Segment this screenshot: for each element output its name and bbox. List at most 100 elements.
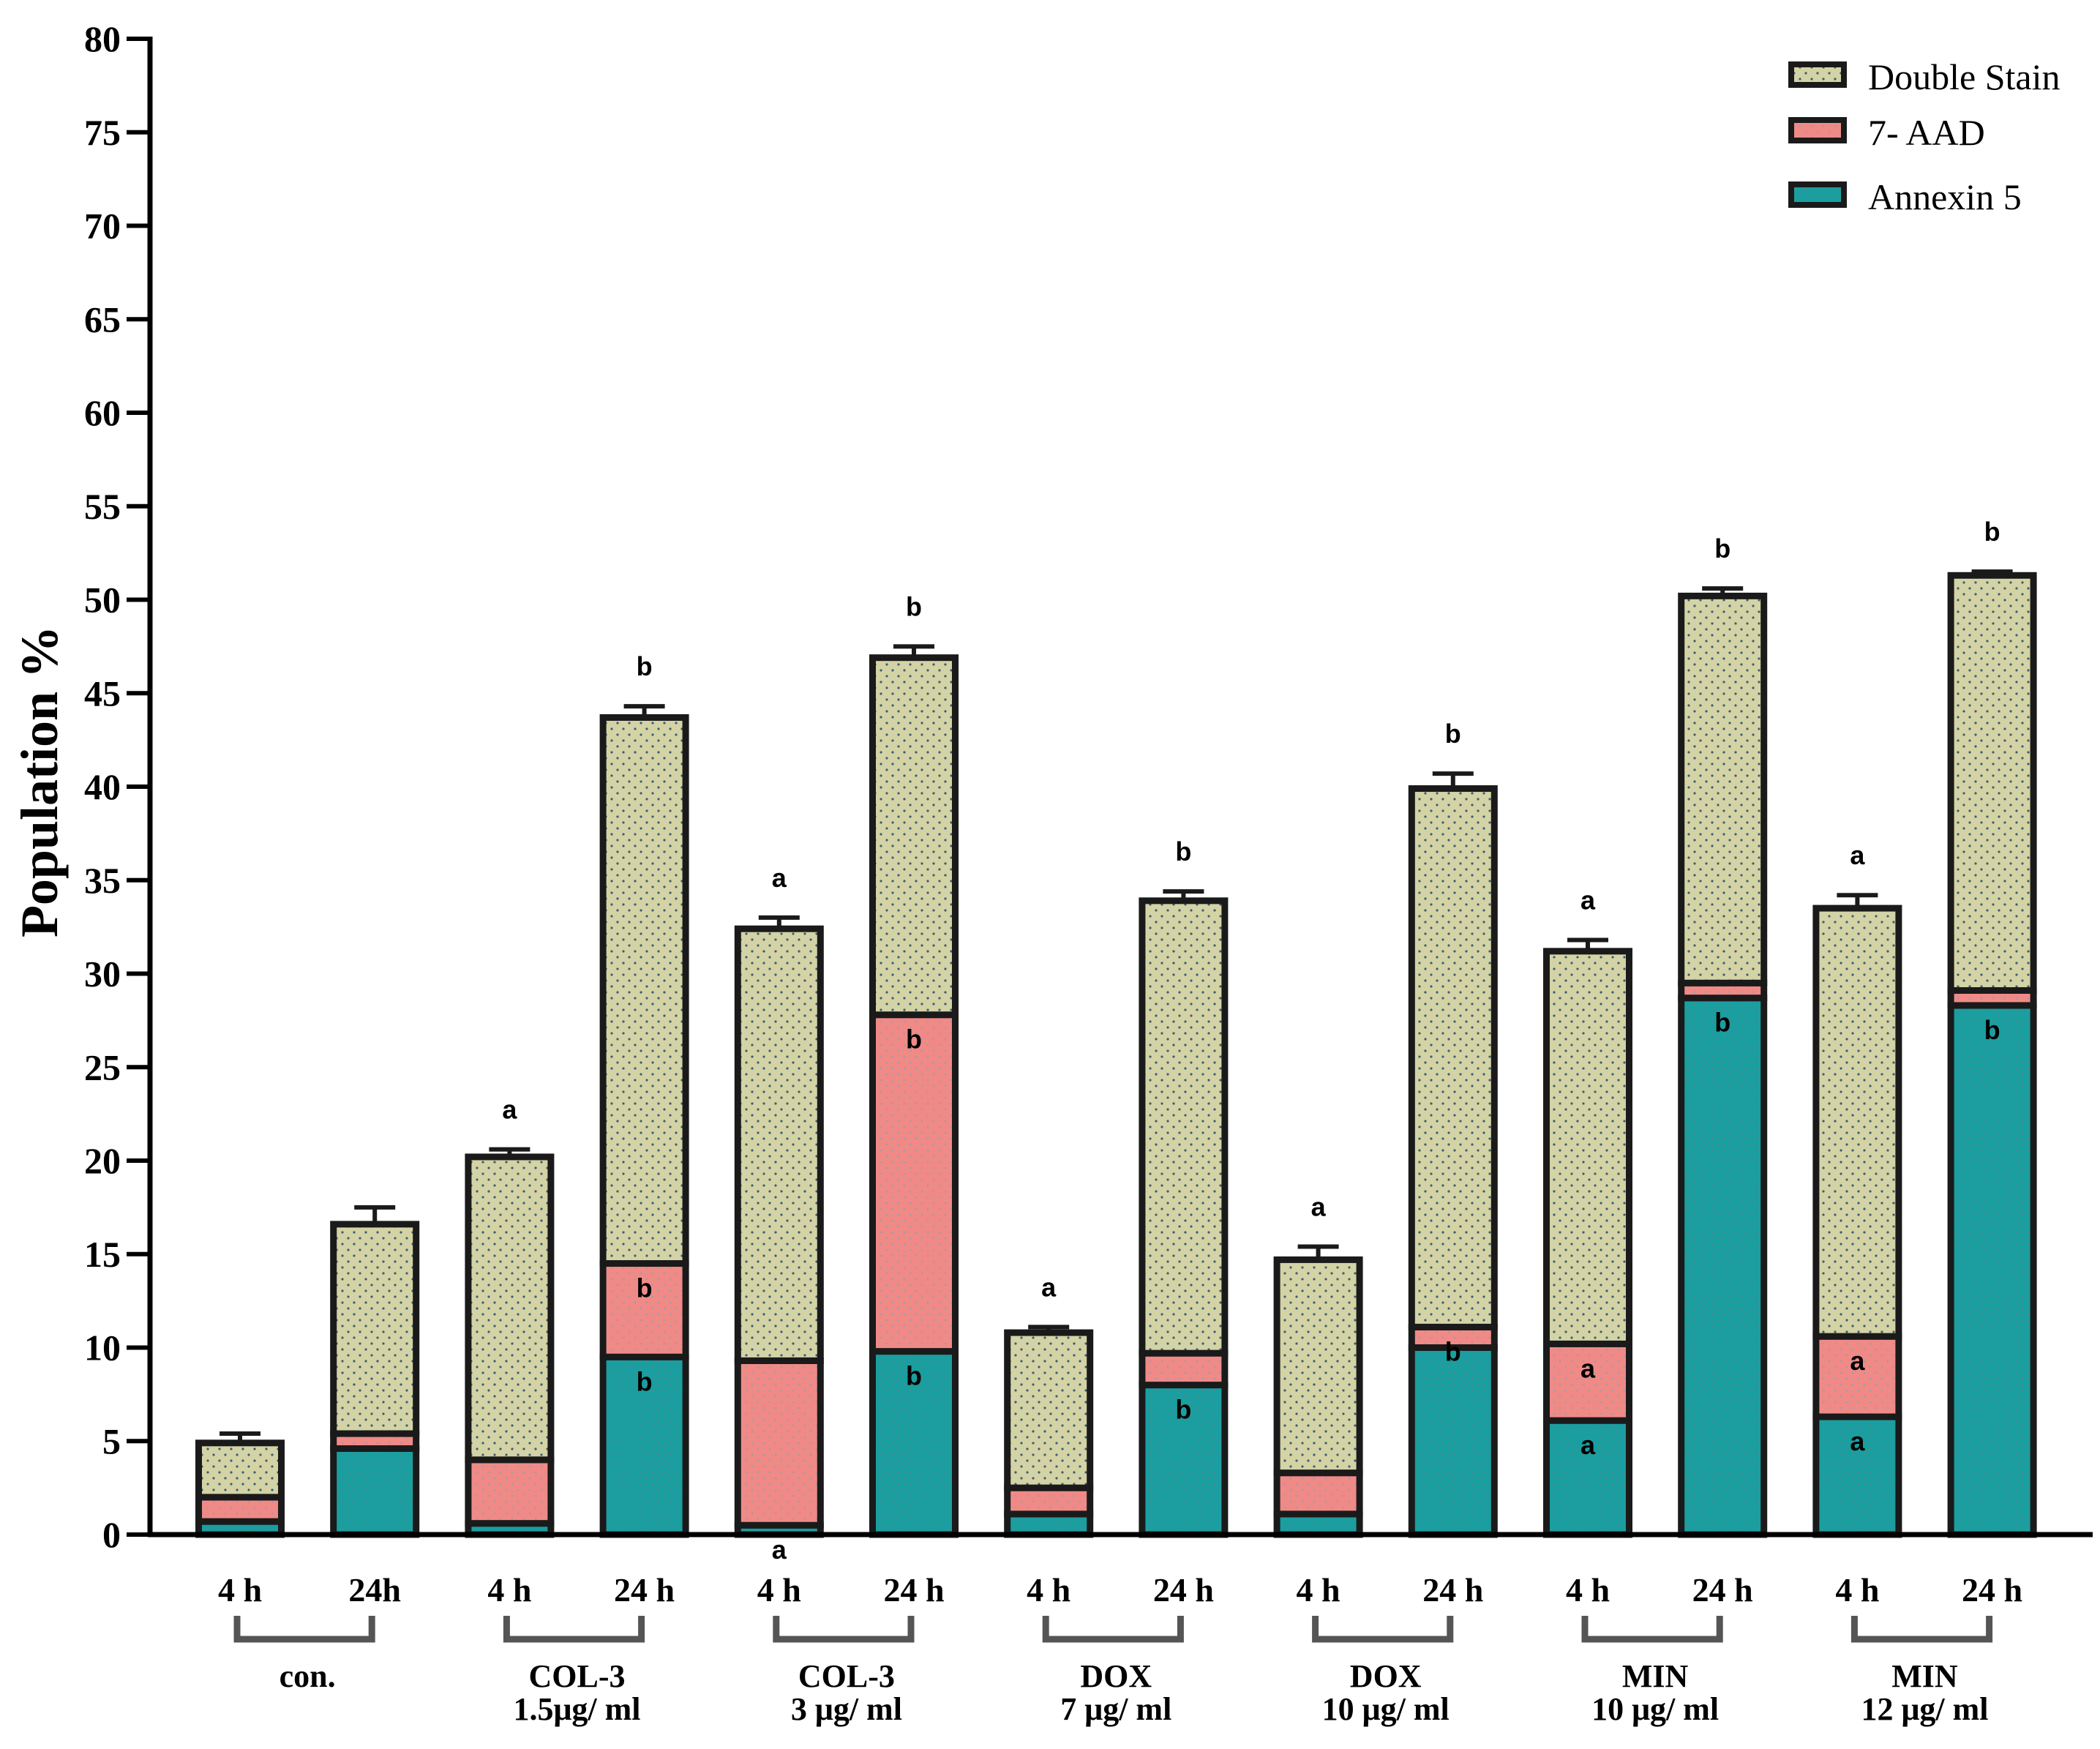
- y-tick-label: 50: [84, 580, 121, 621]
- y-tick-label: 70: [84, 206, 121, 247]
- significance-label: b: [637, 651, 653, 681]
- group-label: COL-3: [529, 1658, 626, 1694]
- significance-label: b: [906, 1361, 922, 1391]
- bar-segment-double_stain: [1812, 905, 1902, 1340]
- y-tick-label: 25: [84, 1046, 121, 1087]
- significance-label: a: [1850, 840, 1865, 870]
- bar-segment-aad: [599, 1260, 689, 1360]
- bar-segment-double_stain: [195, 1439, 285, 1501]
- y-tick-label: 40: [84, 766, 121, 807]
- bar-segment-aad: [1543, 1340, 1632, 1424]
- bar-segment-aad: [734, 1357, 824, 1529]
- y-axis-label: Population %: [10, 626, 69, 937]
- bar-stack: bb: [1139, 836, 1229, 1538]
- group-label: COL-3: [798, 1658, 895, 1694]
- x-category-label: 24 h: [883, 1571, 944, 1608]
- group-label: con.: [280, 1658, 336, 1694]
- y-tick-label: 80: [84, 18, 121, 59]
- significance-label: b: [1445, 1336, 1461, 1366]
- y-tick-label: 35: [84, 860, 121, 901]
- bar-segment-aad: [869, 1011, 959, 1355]
- legend-label: Double Stain: [1868, 56, 2060, 97]
- group-label: DOX: [1080, 1658, 1152, 1694]
- x-category-label: 4 h: [218, 1571, 262, 1608]
- bar-stack: bb: [1408, 719, 1498, 1538]
- x-category-label: 4 h: [1835, 1571, 1879, 1608]
- group-label: 3 μg/ ml: [791, 1691, 902, 1727]
- legend-swatch: [1788, 117, 1847, 143]
- y-tick-label: 30: [84, 954, 121, 995]
- significance-label: a: [1311, 1192, 1327, 1222]
- significance-label: b: [1175, 1395, 1191, 1425]
- bar-segment-aad: [465, 1456, 555, 1527]
- bar-segment-annexin: [330, 1445, 420, 1538]
- group-bracket: [1581, 1616, 1723, 1643]
- bar-segment-annexin: [1543, 1417, 1632, 1538]
- y-tick-label: 60: [84, 392, 121, 433]
- bar-segment-aad: [1004, 1484, 1094, 1518]
- significance-label: b: [1714, 533, 1730, 563]
- bar-stack: a a a: [1543, 885, 1632, 1538]
- significance-label: b: [906, 1025, 922, 1055]
- bar-segment-annexin: [1408, 1344, 1498, 1538]
- significance-label: a: [1580, 885, 1596, 915]
- bar-stack: bb: [1947, 517, 2037, 1538]
- x-category-label: 24 h: [1422, 1571, 1483, 1608]
- group-label: 7 μg/ ml: [1060, 1691, 1171, 1727]
- bar-segment-annexin: [1947, 1002, 2037, 1538]
- y-tick-label: 10: [84, 1327, 121, 1368]
- bar-stack: b b b: [599, 651, 689, 1538]
- bar-segment-double_stain: [330, 1221, 420, 1437]
- group-label: MIN: [1891, 1658, 1958, 1694]
- significance-label: b: [906, 591, 922, 621]
- group-bracket: [1312, 1616, 1454, 1643]
- group-bracket: [503, 1616, 645, 1643]
- x-category-label: 4 h: [757, 1571, 801, 1608]
- y-tick-label: 5: [102, 1420, 121, 1461]
- significance-label: b: [1984, 517, 2000, 547]
- legend: Double Stain 7- AAD Annexin 5: [1788, 56, 2060, 217]
- group-label: 1.5μg/ ml: [513, 1691, 640, 1727]
- bar-segment-aad: [1139, 1349, 1229, 1389]
- y-tick-label: 65: [84, 299, 121, 340]
- bar-segment-double_stain: [1273, 1256, 1363, 1477]
- significance-label: b: [1714, 1008, 1730, 1038]
- bar-segment-double_stain: [869, 654, 959, 1019]
- x-category-label: 4 h: [1566, 1571, 1610, 1608]
- x-category-label: 4 h: [487, 1571, 531, 1608]
- legend-swatch: [1788, 181, 1847, 208]
- x-category-label: 24h: [348, 1571, 401, 1608]
- bar-segment-double_stain: [465, 1153, 555, 1464]
- bar-segment-double_stain: [1408, 785, 1498, 1330]
- bar-segment-aad: [1273, 1469, 1363, 1518]
- bar-segment-double_stain: [1947, 572, 2037, 994]
- x-category-label: 4 h: [1027, 1571, 1070, 1608]
- y-tick-label: 75: [84, 112, 121, 153]
- group-label: 10 μg/ ml: [1322, 1691, 1450, 1727]
- x-category-label: 4 h: [1297, 1571, 1340, 1608]
- group-label: MIN: [1622, 1658, 1689, 1694]
- group-bracket: [1850, 1616, 1993, 1643]
- bar-segment-aad: [195, 1494, 285, 1525]
- bar-stack: b b b: [869, 591, 959, 1538]
- group-label: 12 μg/ ml: [1861, 1691, 1988, 1727]
- bar-stack: a a a: [1812, 840, 1902, 1538]
- bar-stack: aa: [734, 863, 824, 1565]
- bar-segment-aad: [1812, 1333, 1902, 1420]
- x-category-label: 24 h: [1962, 1571, 2022, 1608]
- bar-segment-double_stain: [1139, 897, 1229, 1357]
- group-label: DOX: [1350, 1658, 1422, 1694]
- significance-label: b: [1445, 719, 1461, 749]
- significance-label: a: [1580, 1430, 1596, 1460]
- significance-label: a: [1041, 1272, 1057, 1302]
- significance-label: a: [772, 1535, 787, 1565]
- legend-label: 7- AAD: [1868, 112, 1985, 153]
- group-label: 10 μg/ ml: [1591, 1691, 1719, 1727]
- significance-label: b: [637, 1366, 653, 1396]
- y-tick-label: 20: [84, 1140, 121, 1181]
- bar-segment-double_stain: [599, 714, 689, 1267]
- significance-label: a: [772, 863, 787, 893]
- significance-label: a: [1850, 1346, 1865, 1376]
- significance-label: a: [1580, 1353, 1596, 1383]
